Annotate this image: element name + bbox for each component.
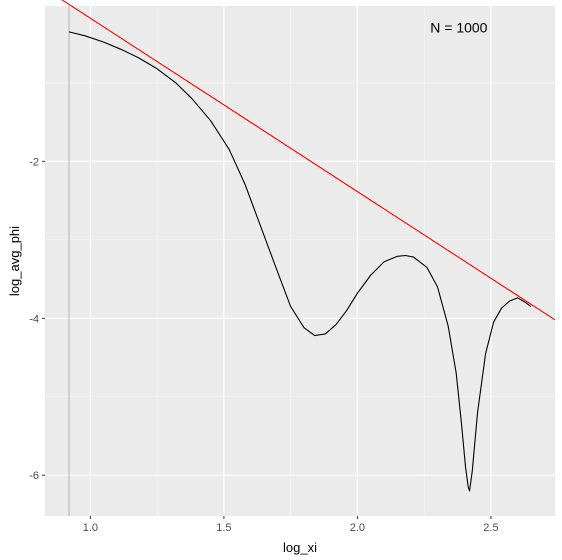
y-tick-label: -2 bbox=[29, 156, 39, 168]
panel-background bbox=[45, 6, 555, 516]
x-tick-label: 1.0 bbox=[83, 522, 98, 534]
annotation-label: N = 1000 bbox=[430, 20, 487, 36]
y-axis: -6 -4 -2 bbox=[29, 156, 45, 482]
series-line-1 bbox=[61, 0, 556, 321]
series-layer bbox=[61, 0, 556, 492]
x-axis: 1.0 1.5 2.0 2.5 bbox=[83, 516, 499, 534]
minor-gridlines bbox=[45, 6, 555, 516]
x-tick-label: 1.5 bbox=[216, 522, 231, 534]
series-line-0 bbox=[68, 31, 532, 492]
major-gridlines bbox=[45, 6, 555, 516]
x-axis-title: log_xi bbox=[283, 540, 317, 555]
y-tick-label: -6 bbox=[29, 470, 39, 482]
x-tick-label: 2.5 bbox=[483, 522, 498, 534]
y-axis-title: log_avg_phi bbox=[7, 226, 22, 296]
y-tick-label: -4 bbox=[29, 313, 39, 325]
x-tick-label: 2.0 bbox=[350, 522, 365, 534]
